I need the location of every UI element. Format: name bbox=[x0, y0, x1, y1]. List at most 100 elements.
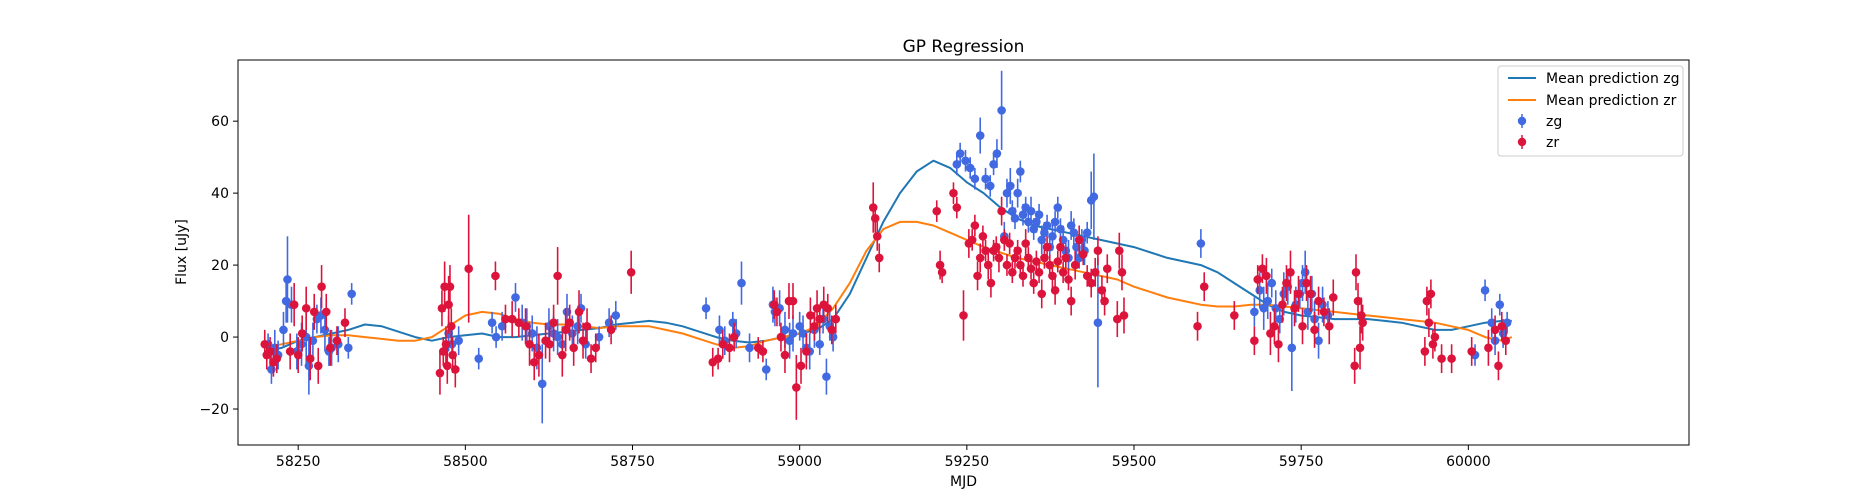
legend-label-zg: zg bbox=[1546, 114, 1562, 130]
x-tick-label: 58500 bbox=[443, 454, 488, 470]
data-point bbox=[451, 365, 460, 374]
data-point bbox=[1430, 332, 1440, 342]
y-tick-label: 40 bbox=[211, 186, 229, 202]
data-point bbox=[340, 318, 350, 327]
data-point bbox=[792, 383, 801, 392]
data-point bbox=[975, 253, 985, 263]
data-point bbox=[1480, 285, 1490, 295]
data-point bbox=[937, 267, 947, 277]
data-point bbox=[1490, 325, 1500, 335]
data-point bbox=[1056, 242, 1065, 252]
data-point bbox=[1350, 361, 1359, 371]
data-point bbox=[487, 318, 497, 327]
data-point bbox=[1053, 257, 1063, 266]
data-point bbox=[725, 343, 734, 353]
data-point bbox=[553, 271, 562, 281]
data-point bbox=[491, 271, 500, 281]
data-point bbox=[967, 235, 977, 245]
data-point bbox=[444, 300, 453, 309]
data-point bbox=[1002, 188, 1012, 198]
data-point bbox=[573, 321, 582, 331]
data-point bbox=[1358, 318, 1367, 327]
data-point bbox=[305, 354, 315, 363]
data-point bbox=[718, 339, 728, 349]
data-point bbox=[872, 232, 882, 241]
data-point bbox=[1086, 278, 1096, 288]
legend-marker-zg-dot bbox=[1517, 116, 1527, 126]
x-axis-label: MJD bbox=[950, 474, 977, 490]
data-point bbox=[511, 293, 520, 302]
data-point bbox=[1351, 267, 1361, 277]
data-point bbox=[798, 329, 808, 338]
plot-area bbox=[237, 59, 1690, 446]
data-point bbox=[1013, 188, 1022, 198]
data-point bbox=[497, 321, 507, 331]
data-point bbox=[301, 303, 311, 313]
data-point bbox=[815, 314, 825, 324]
data-point bbox=[1259, 303, 1269, 313]
y-tick-label: 0 bbox=[220, 330, 229, 346]
data-point bbox=[1501, 336, 1511, 345]
data-point bbox=[827, 325, 837, 335]
y-tick-label: −20 bbox=[199, 402, 229, 418]
data-point bbox=[1484, 343, 1493, 353]
data-point bbox=[293, 350, 303, 360]
data-point bbox=[534, 350, 544, 360]
y-axis-label: Flux [uJy] bbox=[174, 219, 190, 285]
data-point bbox=[970, 221, 980, 230]
data-point bbox=[1002, 260, 1012, 270]
data-point bbox=[611, 311, 621, 320]
legend-label-line-zg: Mean prediction zg bbox=[1546, 71, 1680, 87]
legend-marker-zr bbox=[1517, 135, 1527, 149]
data-point bbox=[586, 354, 596, 363]
x-tick-label: 59750 bbox=[1279, 454, 1324, 470]
data-point bbox=[1053, 203, 1063, 212]
data-point bbox=[806, 311, 815, 320]
data-point bbox=[442, 361, 452, 371]
data-point bbox=[1069, 228, 1079, 238]
data-point bbox=[1287, 343, 1297, 353]
x-tick-label: 60000 bbox=[1446, 454, 1491, 470]
data-point bbox=[989, 160, 998, 169]
data-point bbox=[1013, 246, 1022, 256]
data-point bbox=[973, 271, 982, 281]
data-point bbox=[1271, 303, 1281, 313]
data-point bbox=[997, 206, 1006, 216]
data-point bbox=[1050, 217, 1060, 227]
data-point bbox=[549, 318, 558, 327]
data-point bbox=[1089, 192, 1099, 202]
x-tick-label: 58750 bbox=[610, 454, 655, 470]
data-point bbox=[344, 343, 353, 353]
data-point bbox=[289, 300, 299, 309]
data-point bbox=[321, 307, 331, 317]
data-point bbox=[1034, 267, 1044, 277]
data-point bbox=[1300, 267, 1310, 277]
data-point bbox=[1319, 307, 1329, 317]
data-point bbox=[1447, 354, 1456, 363]
data-point bbox=[1093, 318, 1103, 327]
data-point bbox=[1010, 214, 1020, 223]
data-point bbox=[1090, 267, 1100, 277]
x-tick-label: 59250 bbox=[945, 454, 990, 470]
data-point bbox=[758, 347, 768, 356]
data-point bbox=[1298, 321, 1307, 331]
data-point bbox=[935, 260, 945, 270]
data-point bbox=[1310, 325, 1319, 335]
data-point bbox=[325, 343, 335, 353]
data-point bbox=[961, 156, 970, 166]
data-point bbox=[772, 307, 782, 317]
data-point bbox=[1324, 321, 1334, 331]
data-point bbox=[745, 343, 754, 353]
data-point bbox=[447, 321, 456, 331]
data-point bbox=[1119, 311, 1129, 320]
data-point bbox=[1093, 246, 1103, 256]
data-point bbox=[1274, 339, 1283, 349]
data-point bbox=[1048, 232, 1057, 241]
data-point bbox=[1437, 354, 1446, 363]
data-point bbox=[553, 332, 562, 342]
data-point bbox=[1021, 239, 1030, 248]
data-point bbox=[728, 318, 738, 327]
data-point bbox=[578, 336, 588, 345]
data-point bbox=[952, 160, 962, 169]
data-point bbox=[822, 372, 831, 381]
